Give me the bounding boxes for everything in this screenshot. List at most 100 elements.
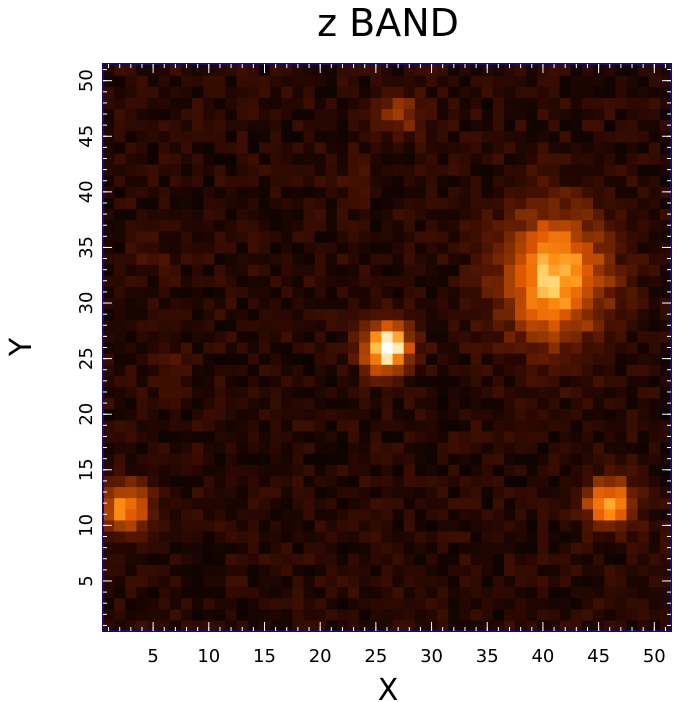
heatmap-cell [236,608,249,621]
heatmap-cell [626,486,639,499]
heatmap-cell [648,353,661,365]
heatmap-cell [437,519,449,532]
heatmap-cell [292,108,305,121]
heatmap-cell [503,253,516,265]
heatmap-cell [604,542,616,554]
heatmap-cell [659,442,672,454]
heatmap-cell [515,175,527,187]
heatmap-cell [158,319,171,332]
heatmap-cell [659,219,672,232]
heatmap-cell [136,119,149,132]
heatmap-cell [615,530,628,543]
heatmap-cell [103,497,115,510]
heatmap-cell [281,386,293,399]
heatmap-cell [214,386,227,399]
heatmap-cell [158,530,171,543]
heatmap-cell [381,430,394,443]
heatmap-cell [169,75,182,87]
heatmap-cell [125,519,138,532]
heatmap-cell [581,597,594,610]
heatmap-cell [448,375,460,388]
heatmap-cell [448,208,460,221]
heatmap-cell [526,597,538,610]
heatmap-cell [192,608,204,621]
heatmap-cell [392,375,405,388]
heatmap-cell [559,108,572,121]
heatmap-cell [548,75,561,87]
heatmap-cell [214,341,227,354]
heatmap-cell [526,75,538,87]
heatmap-cell [214,241,227,254]
heatmap-cell [258,141,271,154]
heatmap-cell [559,597,572,610]
heatmap-cell [258,508,271,521]
heatmap-cell [403,186,416,199]
heatmap-cell [559,508,572,521]
heatmap-cell [158,241,171,254]
heatmap-cell [192,141,204,154]
heatmap-cell [593,341,605,354]
heatmap-cell [180,608,193,621]
heatmap-cell [503,486,516,499]
heatmap-cell [481,530,494,543]
heatmap-cell [348,375,360,388]
heatmap-cell [292,186,305,199]
heatmap-cell [258,197,271,210]
heatmap-cell [169,186,182,199]
heatmap-cell [437,319,449,332]
heatmap-cell [537,86,550,98]
heatmap-cell [114,364,126,376]
heatmap-cell [615,175,628,187]
heatmap-cell [236,264,249,276]
heatmap-cell [492,386,505,399]
heatmap-cell [626,597,639,610]
heatmap-cell [503,453,516,465]
heatmap-cell [270,75,282,87]
heatmap-cell [303,564,316,577]
heatmap-cell [425,175,438,187]
heatmap-cell [593,297,605,310]
heatmap-cell [125,486,138,499]
heatmap-cell [225,464,238,476]
heatmap-cell [481,164,494,176]
heatmap-cell [570,475,583,488]
heatmap-cell [515,519,527,532]
heatmap-cell [448,175,460,187]
heatmap-cell [503,264,516,276]
heatmap-cell [659,208,672,221]
heatmap-cell [481,564,494,577]
heatmap-cell [403,241,416,254]
y-tick-label: 20 [76,403,97,426]
heatmap-cell [114,475,126,488]
heatmap-cell [258,542,271,554]
heatmap-cell [492,152,505,165]
heatmap-cell [481,597,494,610]
heatmap-cell [214,297,227,310]
heatmap-cell [537,341,550,354]
heatmap-cell [392,619,405,632]
heatmap-cell [581,519,594,532]
heatmap-cell [593,430,605,443]
heatmap-cell [125,597,138,610]
heatmap-cell [425,375,438,388]
heatmap-cell [392,264,405,276]
heatmap-cell [459,230,472,243]
heatmap-cell [570,486,583,499]
heatmap-cell [526,286,538,299]
heatmap-cell [414,64,427,76]
heatmap-cell [403,64,416,76]
heatmap-cell [481,152,494,165]
heatmap-cell [336,475,349,488]
heatmap-cell [381,130,394,143]
heatmap-cell [203,75,215,87]
heatmap-cell [292,375,305,388]
heatmap-cell [314,486,327,499]
heatmap-cell [414,553,427,565]
y-tick-label: 30 [76,292,97,315]
heatmap-cell [548,553,561,565]
heatmap-cell [548,97,561,110]
heatmap-cell [336,353,349,365]
heatmap-cell [147,397,160,410]
heatmap-cell [169,442,182,454]
heatmap-cell [203,152,215,165]
